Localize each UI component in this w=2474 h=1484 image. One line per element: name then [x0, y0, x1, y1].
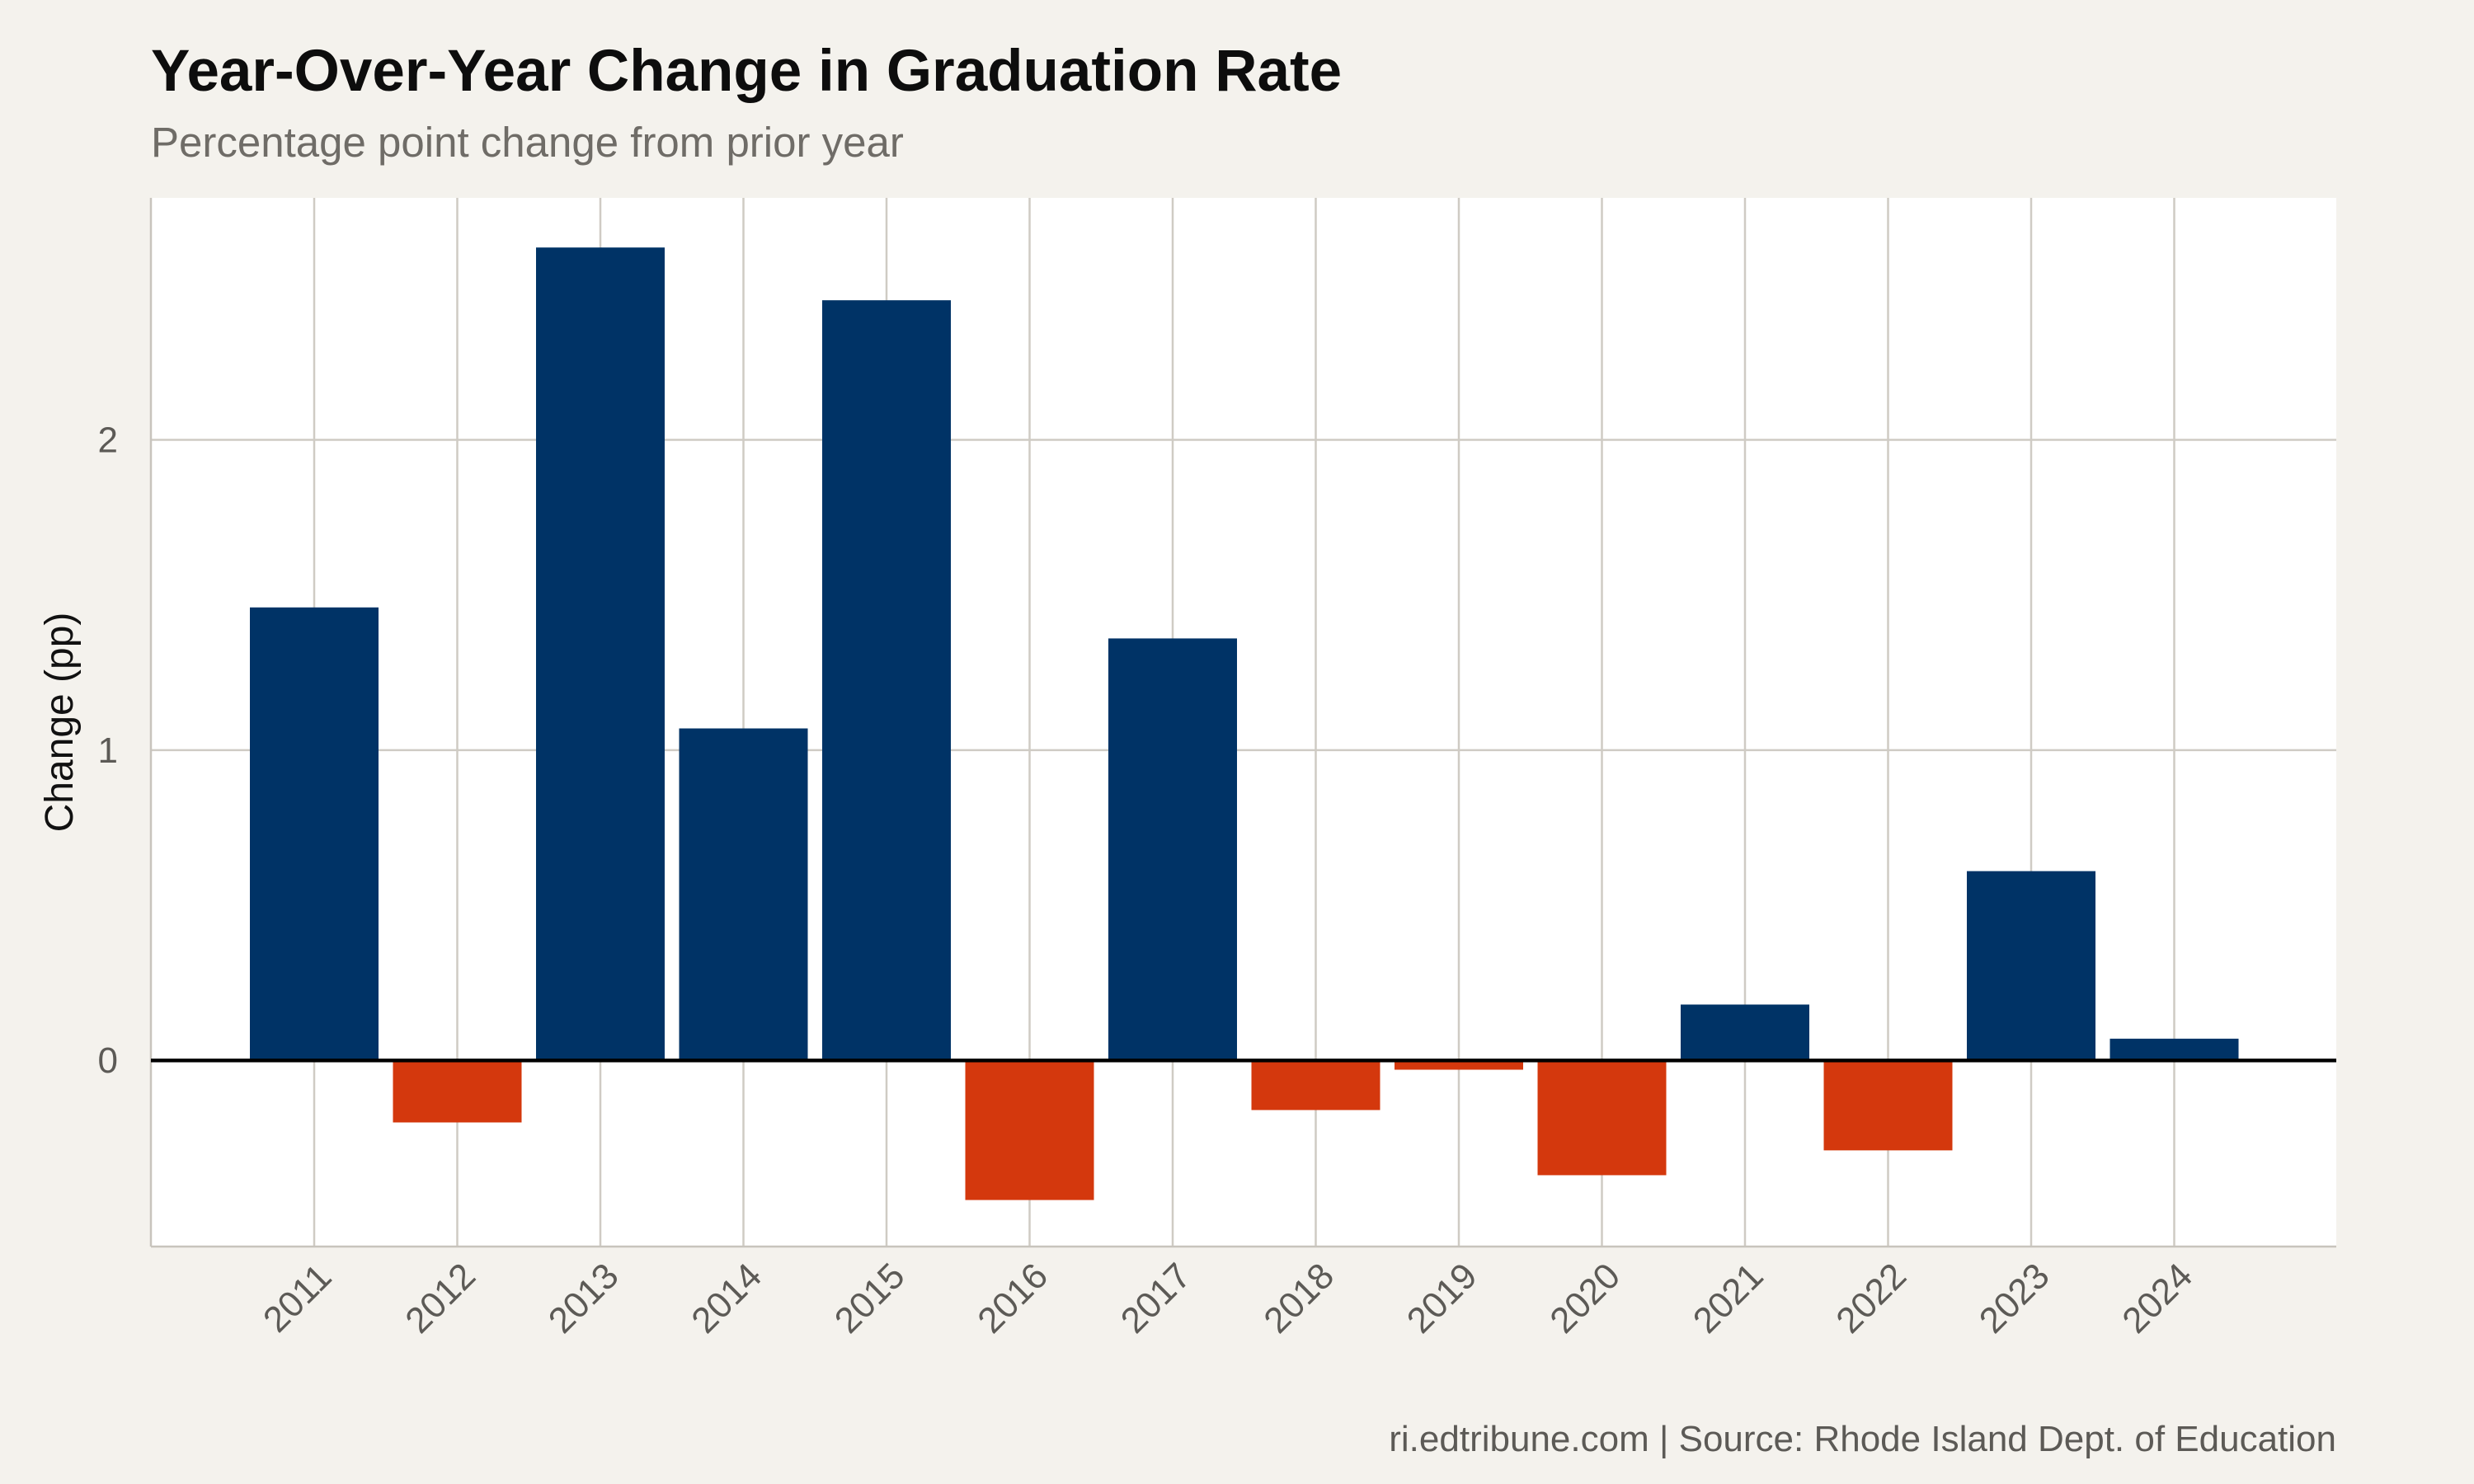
x-tick-label: 2021	[1686, 1256, 1771, 1341]
bar-2018	[1251, 1060, 1380, 1111]
bars-layer	[250, 247, 2239, 1200]
x-tick-label: 2011	[256, 1256, 340, 1341]
x-tick-label: 2014	[684, 1256, 769, 1341]
x-tick-label: 2015	[827, 1256, 913, 1341]
chart-title: Year-Over-Year Change in Graduation Rate	[151, 39, 1342, 104]
y-tick-label: 2	[98, 420, 118, 461]
chart-caption: ri.edtribune.com | Source: Rhode Island …	[1389, 1419, 2336, 1459]
bar-2021	[1681, 1004, 1809, 1061]
y-axis-label: Change (pp)	[38, 613, 82, 833]
x-tick-label: 2022	[1828, 1256, 1914, 1341]
bar-2023	[1967, 871, 2095, 1061]
x-tick-label: 2023	[1972, 1256, 2058, 1341]
x-tick-label: 2020	[1542, 1256, 1628, 1341]
bar-2024	[2109, 1038, 2239, 1061]
x-tick-labels: 2011 2012 2013 2014 2015 2016 2017 2018 2019 2020…	[256, 1256, 2200, 1341]
bar-2011	[250, 607, 379, 1061]
bar-2012	[393, 1060, 522, 1123]
x-tick-label: 2018	[1256, 1256, 1342, 1341]
bar-2016	[965, 1060, 1094, 1200]
chart-subtitle: Percentage point change from prior year	[151, 119, 904, 166]
y-tick-labels: 0 1 2	[98, 420, 118, 1082]
x-tick-label: 2016	[970, 1256, 1056, 1341]
x-tick-label: 2024	[2114, 1256, 2200, 1341]
zero-layer	[149, 198, 2336, 1248]
bar-2015	[822, 300, 951, 1061]
y-tick-label: 1	[98, 730, 118, 771]
bar-2013	[536, 247, 665, 1061]
bar-2019	[1395, 1060, 1523, 1070]
x-tick-label: 2019	[1399, 1256, 1485, 1341]
bar-2022	[1823, 1060, 1953, 1151]
x-tick-label: 2012	[397, 1256, 483, 1341]
x-tick-label: 2013	[541, 1256, 627, 1341]
bar-2014	[679, 728, 808, 1061]
y-tick-label: 0	[98, 1040, 118, 1081]
x-tick-label: 2017	[1113, 1256, 1199, 1341]
bar-2020	[1537, 1060, 1667, 1176]
bar-2017	[1108, 638, 1237, 1061]
